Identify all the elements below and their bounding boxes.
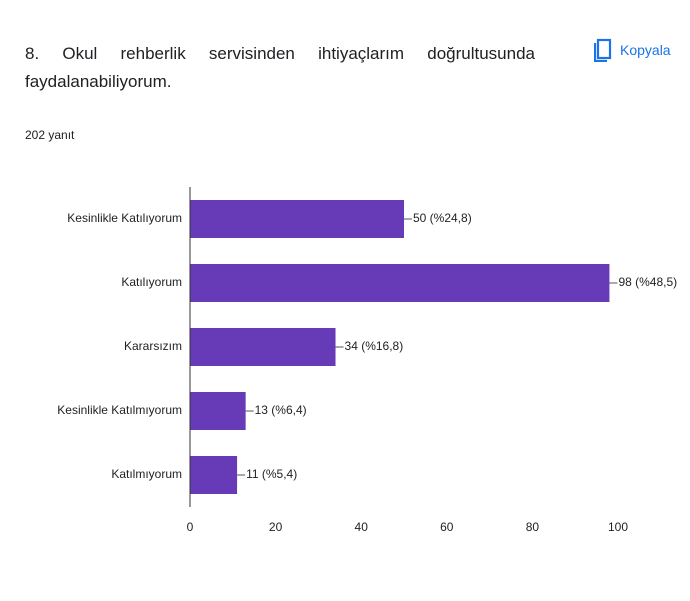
x-tick-label: 0 [187,520,194,534]
question-title: 8. Okul rehberlik servisinden ihtiyaçlar… [25,44,535,91]
copy-icon [594,38,612,62]
copy-button[interactable]: Kopyala [594,38,671,62]
value-label: 98 (%48,5) [618,275,677,289]
copy-label: Kopyala [620,42,671,58]
bar [190,328,336,366]
x-tick-label: 20 [269,520,283,534]
y-tick-label: Katılmıyorum [111,467,182,481]
y-tick-label: Katılıyorum [121,275,182,289]
value-label: 34 (%16,8) [345,339,404,353]
bar [190,264,610,302]
bar [190,392,246,430]
y-tick-label: Kesinlikle Katılıyorum [67,211,182,225]
value-label: 13 (%6,4) [255,403,307,417]
bar [190,456,238,494]
x-tick-label: 40 [355,520,369,534]
y-tick-label: Kararsızım [124,339,182,353]
x-tick-label: 80 [526,520,540,534]
bar [190,200,404,238]
y-tick-label: Kesinlikle Katılmıyorum [57,403,182,417]
value-label: 50 (%24,8) [413,211,472,225]
response-count: 202 yanıt [25,128,75,142]
value-label: 11 (%5,4) [246,467,297,481]
x-tick-label: 60 [440,520,454,534]
x-tick-label: 100 [608,520,628,534]
